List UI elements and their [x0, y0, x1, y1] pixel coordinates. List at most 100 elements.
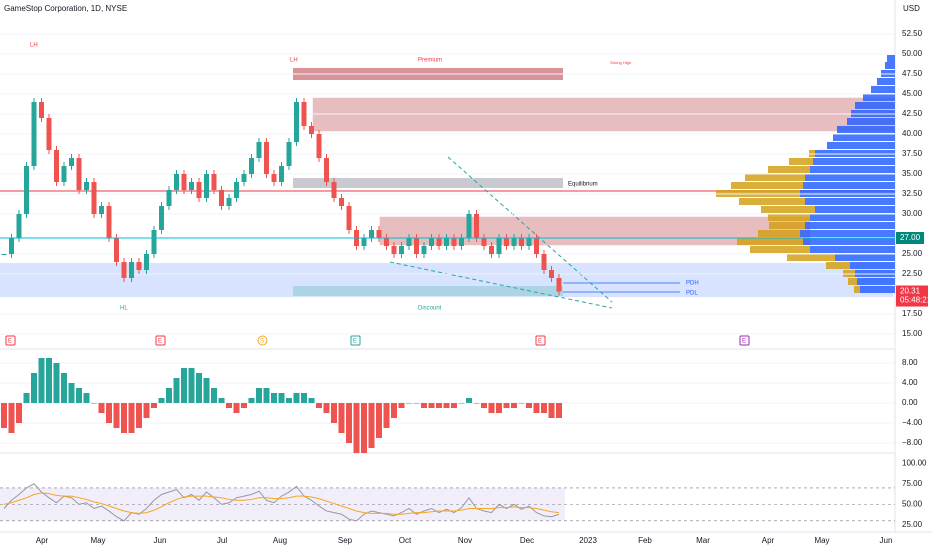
histogram-bar	[443, 403, 450, 408]
candle	[9, 238, 14, 254]
candle	[556, 278, 562, 292]
y-tick-label: 40.00	[902, 129, 923, 138]
histogram-bar	[166, 388, 172, 403]
x-tick-label: 2023	[579, 536, 597, 545]
volume-profile	[863, 94, 895, 101]
countdown: 05:48:21	[900, 296, 932, 305]
y-tick-label: 17.50	[902, 309, 923, 318]
histogram-bar	[421, 403, 427, 408]
histogram-bar	[346, 403, 352, 443]
histogram-bar	[301, 393, 307, 403]
candle	[151, 230, 157, 254]
price-badge	[896, 285, 928, 307]
histogram-bar	[1, 403, 7, 428]
histogram-bar	[121, 403, 127, 433]
candle	[31, 102, 37, 166]
volume-profile	[750, 246, 810, 253]
candle	[106, 206, 112, 238]
volume-profile	[803, 238, 895, 245]
volume-profile	[739, 198, 805, 205]
histogram-bar	[293, 393, 300, 403]
histogram-bar	[458, 403, 465, 404]
candle	[76, 158, 82, 190]
candle	[346, 206, 352, 230]
candle	[399, 246, 404, 254]
volume-profile	[810, 214, 895, 221]
event-marker	[155, 335, 166, 346]
histogram-bar	[263, 388, 270, 403]
candle	[294, 102, 299, 142]
candle	[69, 158, 74, 166]
candle	[301, 102, 307, 126]
candle	[189, 182, 194, 190]
histogram-bar	[368, 403, 375, 448]
histogram-bar	[248, 398, 255, 403]
volume-profile	[758, 230, 800, 237]
volume-profile	[887, 55, 895, 62]
histogram-bar	[196, 373, 202, 403]
candle	[414, 238, 419, 254]
candle	[504, 238, 509, 246]
candle	[489, 246, 494, 254]
volume-profile	[847, 118, 895, 125]
histogram-bar	[428, 403, 435, 408]
y-tick-label: −8.00	[902, 438, 923, 447]
currency: USD	[903, 4, 920, 13]
event-marker	[257, 335, 268, 346]
x-tick-label: Nov	[458, 536, 472, 545]
histogram-bar	[218, 398, 225, 403]
candle	[549, 270, 554, 278]
volume-profile	[835, 254, 895, 261]
candle	[91, 182, 97, 214]
candle	[384, 238, 389, 246]
level-badge	[896, 232, 924, 244]
candle	[406, 238, 412, 246]
volume-profile	[837, 126, 895, 133]
volume-profile	[769, 222, 805, 229]
x-tick-label: Jul	[217, 536, 227, 545]
candle	[54, 150, 59, 182]
trendline	[389, 261, 613, 309]
candle	[459, 238, 464, 246]
level-label: 27.00	[900, 233, 921, 242]
volume-profile	[768, 214, 810, 221]
y-tick-label: 35.00	[902, 169, 923, 178]
histogram-bar	[158, 398, 165, 403]
event-marker	[5, 335, 16, 346]
volume-profile	[850, 262, 895, 269]
histogram-bar	[76, 388, 82, 403]
volume-profile	[855, 102, 895, 109]
annotation: LH	[30, 43, 38, 49]
volume-profile	[833, 134, 895, 141]
histogram-bar	[151, 403, 157, 408]
volume-profile	[813, 158, 895, 165]
histogram-bar	[31, 373, 37, 403]
histogram-bar	[188, 368, 195, 403]
candle	[234, 182, 239, 198]
volume-profile	[810, 246, 895, 253]
rsi-line	[3, 483, 560, 522]
histogram-bar	[286, 398, 292, 403]
histogram-bar	[473, 403, 480, 404]
candle	[1, 254, 7, 255]
candle	[534, 238, 539, 254]
candle	[324, 158, 329, 182]
candle	[181, 174, 187, 190]
histogram-bar	[113, 403, 120, 428]
histogram-bar	[61, 373, 67, 403]
x-tick-label: Jun	[880, 536, 893, 545]
candle	[99, 206, 104, 214]
volume-profile	[805, 174, 895, 181]
equilibrium-box	[293, 178, 563, 188]
candle	[271, 174, 277, 182]
y-tick-label: 75.00	[902, 479, 923, 488]
price-label: 20.31	[900, 287, 921, 296]
candle	[159, 206, 164, 230]
histogram-bar	[68, 383, 75, 403]
y-tick-label: 52.50	[902, 29, 923, 38]
histogram-bar	[481, 403, 487, 408]
histogram-bar	[136, 403, 142, 428]
event-marker	[535, 335, 546, 346]
y-tick-label: 30.00	[902, 209, 923, 218]
